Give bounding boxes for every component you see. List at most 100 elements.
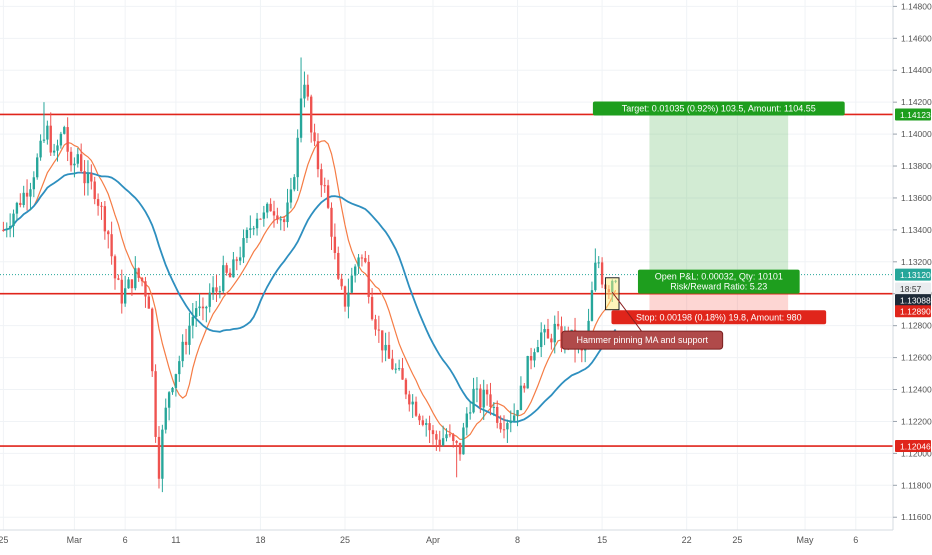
x-tick-label: 6 (123, 535, 128, 545)
candle-body (127, 279, 130, 289)
candle-body (408, 394, 411, 405)
y-tick-label: 1.12800 (901, 321, 932, 331)
x-tick-label: 22 (682, 535, 692, 545)
candle-body (76, 154, 79, 164)
stop-label[interactable]: Stop: 0.00198 (0.18%) 19.8, Amount: 980 (611, 310, 827, 325)
candle-body (441, 438, 445, 446)
candle-body (506, 423, 509, 430)
candle-body (103, 206, 107, 232)
candle-body (286, 202, 289, 223)
candle-body (590, 290, 594, 321)
candle-body (205, 306, 208, 309)
grid (0, 0, 893, 530)
candle-body (421, 420, 425, 425)
candle-body (526, 356, 529, 389)
candle-body (479, 388, 482, 408)
annotations[interactable]: Hammer pinning MA and support (561, 277, 724, 350)
candle-body (411, 401, 414, 405)
candle-body (279, 219, 282, 221)
candle-body (458, 442, 462, 455)
x-tick-label: 6 (853, 535, 858, 545)
candle-body (120, 279, 123, 304)
candle-body (387, 344, 391, 359)
x-tick-label: 11 (171, 535, 180, 545)
candle-body (2, 229, 5, 231)
candle-body (556, 323, 560, 327)
candle-body (519, 385, 523, 411)
stop-label-bg (611, 310, 827, 325)
candle-body (29, 189, 32, 197)
highlight-box[interactable] (604, 277, 620, 311)
price-label: 1.14123 (900, 110, 931, 120)
candle-body (12, 213, 15, 226)
candle-body (262, 212, 266, 219)
candle-body (496, 406, 499, 423)
candle-body (587, 320, 590, 339)
target-label[interactable]: Target: 0.01035 (0.92%) 103.5, Amount: 1… (592, 101, 845, 116)
candle-body (306, 84, 309, 97)
y-tick-label: 1.14000 (901, 129, 932, 139)
candle-body (540, 332, 543, 348)
candle-body (56, 145, 59, 151)
pnl-label[interactable]: Open P&L: 0.00032, Qty: 10101Risk/Reward… (637, 269, 800, 294)
price-label: 1.12046 (900, 441, 931, 451)
price-label-bg (895, 108, 931, 121)
candle-body (340, 278, 343, 287)
candle-body (151, 308, 154, 372)
callout-pointer (611, 291, 643, 333)
candle-body (36, 157, 39, 178)
candle-body (201, 306, 205, 309)
candle-body (249, 228, 252, 230)
x-tick-label: 25 (340, 535, 350, 545)
candle-body (39, 140, 42, 158)
candle-body (130, 279, 134, 289)
candle-body (276, 215, 279, 220)
candle-body (252, 228, 255, 230)
candle-body (5, 228, 8, 231)
candle-body (164, 407, 167, 430)
candle-body (367, 261, 370, 297)
candle-body (316, 141, 320, 170)
y-tick-label: 1.12000 (901, 448, 932, 458)
candle-body (161, 429, 164, 479)
candle-body (529, 356, 533, 361)
candle-body (397, 368, 401, 370)
pnl-label-text: Open P&L: 0.00032, Qty: 10101 (655, 272, 783, 282)
candle-body (184, 341, 188, 345)
candle-body (289, 189, 293, 203)
stop-label-text: Stop: 0.00198 (0.18%) 19.8, Amount: 980 (636, 312, 802, 322)
callout[interactable]: Hammer pinning MA and support (561, 330, 724, 350)
candle-body (66, 127, 69, 152)
candle-body (394, 368, 397, 370)
candle-body (343, 286, 347, 307)
candle-body (320, 169, 323, 186)
candle-body (188, 325, 191, 345)
candle-body (326, 185, 330, 208)
candle-body (452, 434, 455, 442)
candle-body (144, 281, 147, 297)
candle-body (438, 439, 441, 446)
candle-body (86, 173, 90, 184)
candle-body (79, 154, 83, 172)
candle-body (550, 338, 553, 343)
candle-body (468, 412, 472, 414)
candle-body (350, 275, 353, 293)
position-tool[interactable]: Target: 0.01035 (0.92%) 103.5, Amount: 1… (592, 101, 845, 325)
candle-body (492, 406, 496, 408)
x-tick-label: 15 (597, 535, 607, 545)
candle-body (134, 268, 137, 289)
candle-body (475, 388, 479, 390)
candle-body (157, 436, 161, 479)
candle-body (296, 137, 299, 178)
candle-body (597, 262, 600, 264)
y-tick-label: 1.11800 (901, 480, 931, 490)
candle-body (516, 410, 519, 416)
candle-body (171, 387, 174, 393)
candle-body (63, 127, 66, 134)
pnl-label-bg (637, 269, 800, 294)
price-label-bg (895, 440, 931, 453)
x-tick-label: 25 (732, 535, 742, 545)
